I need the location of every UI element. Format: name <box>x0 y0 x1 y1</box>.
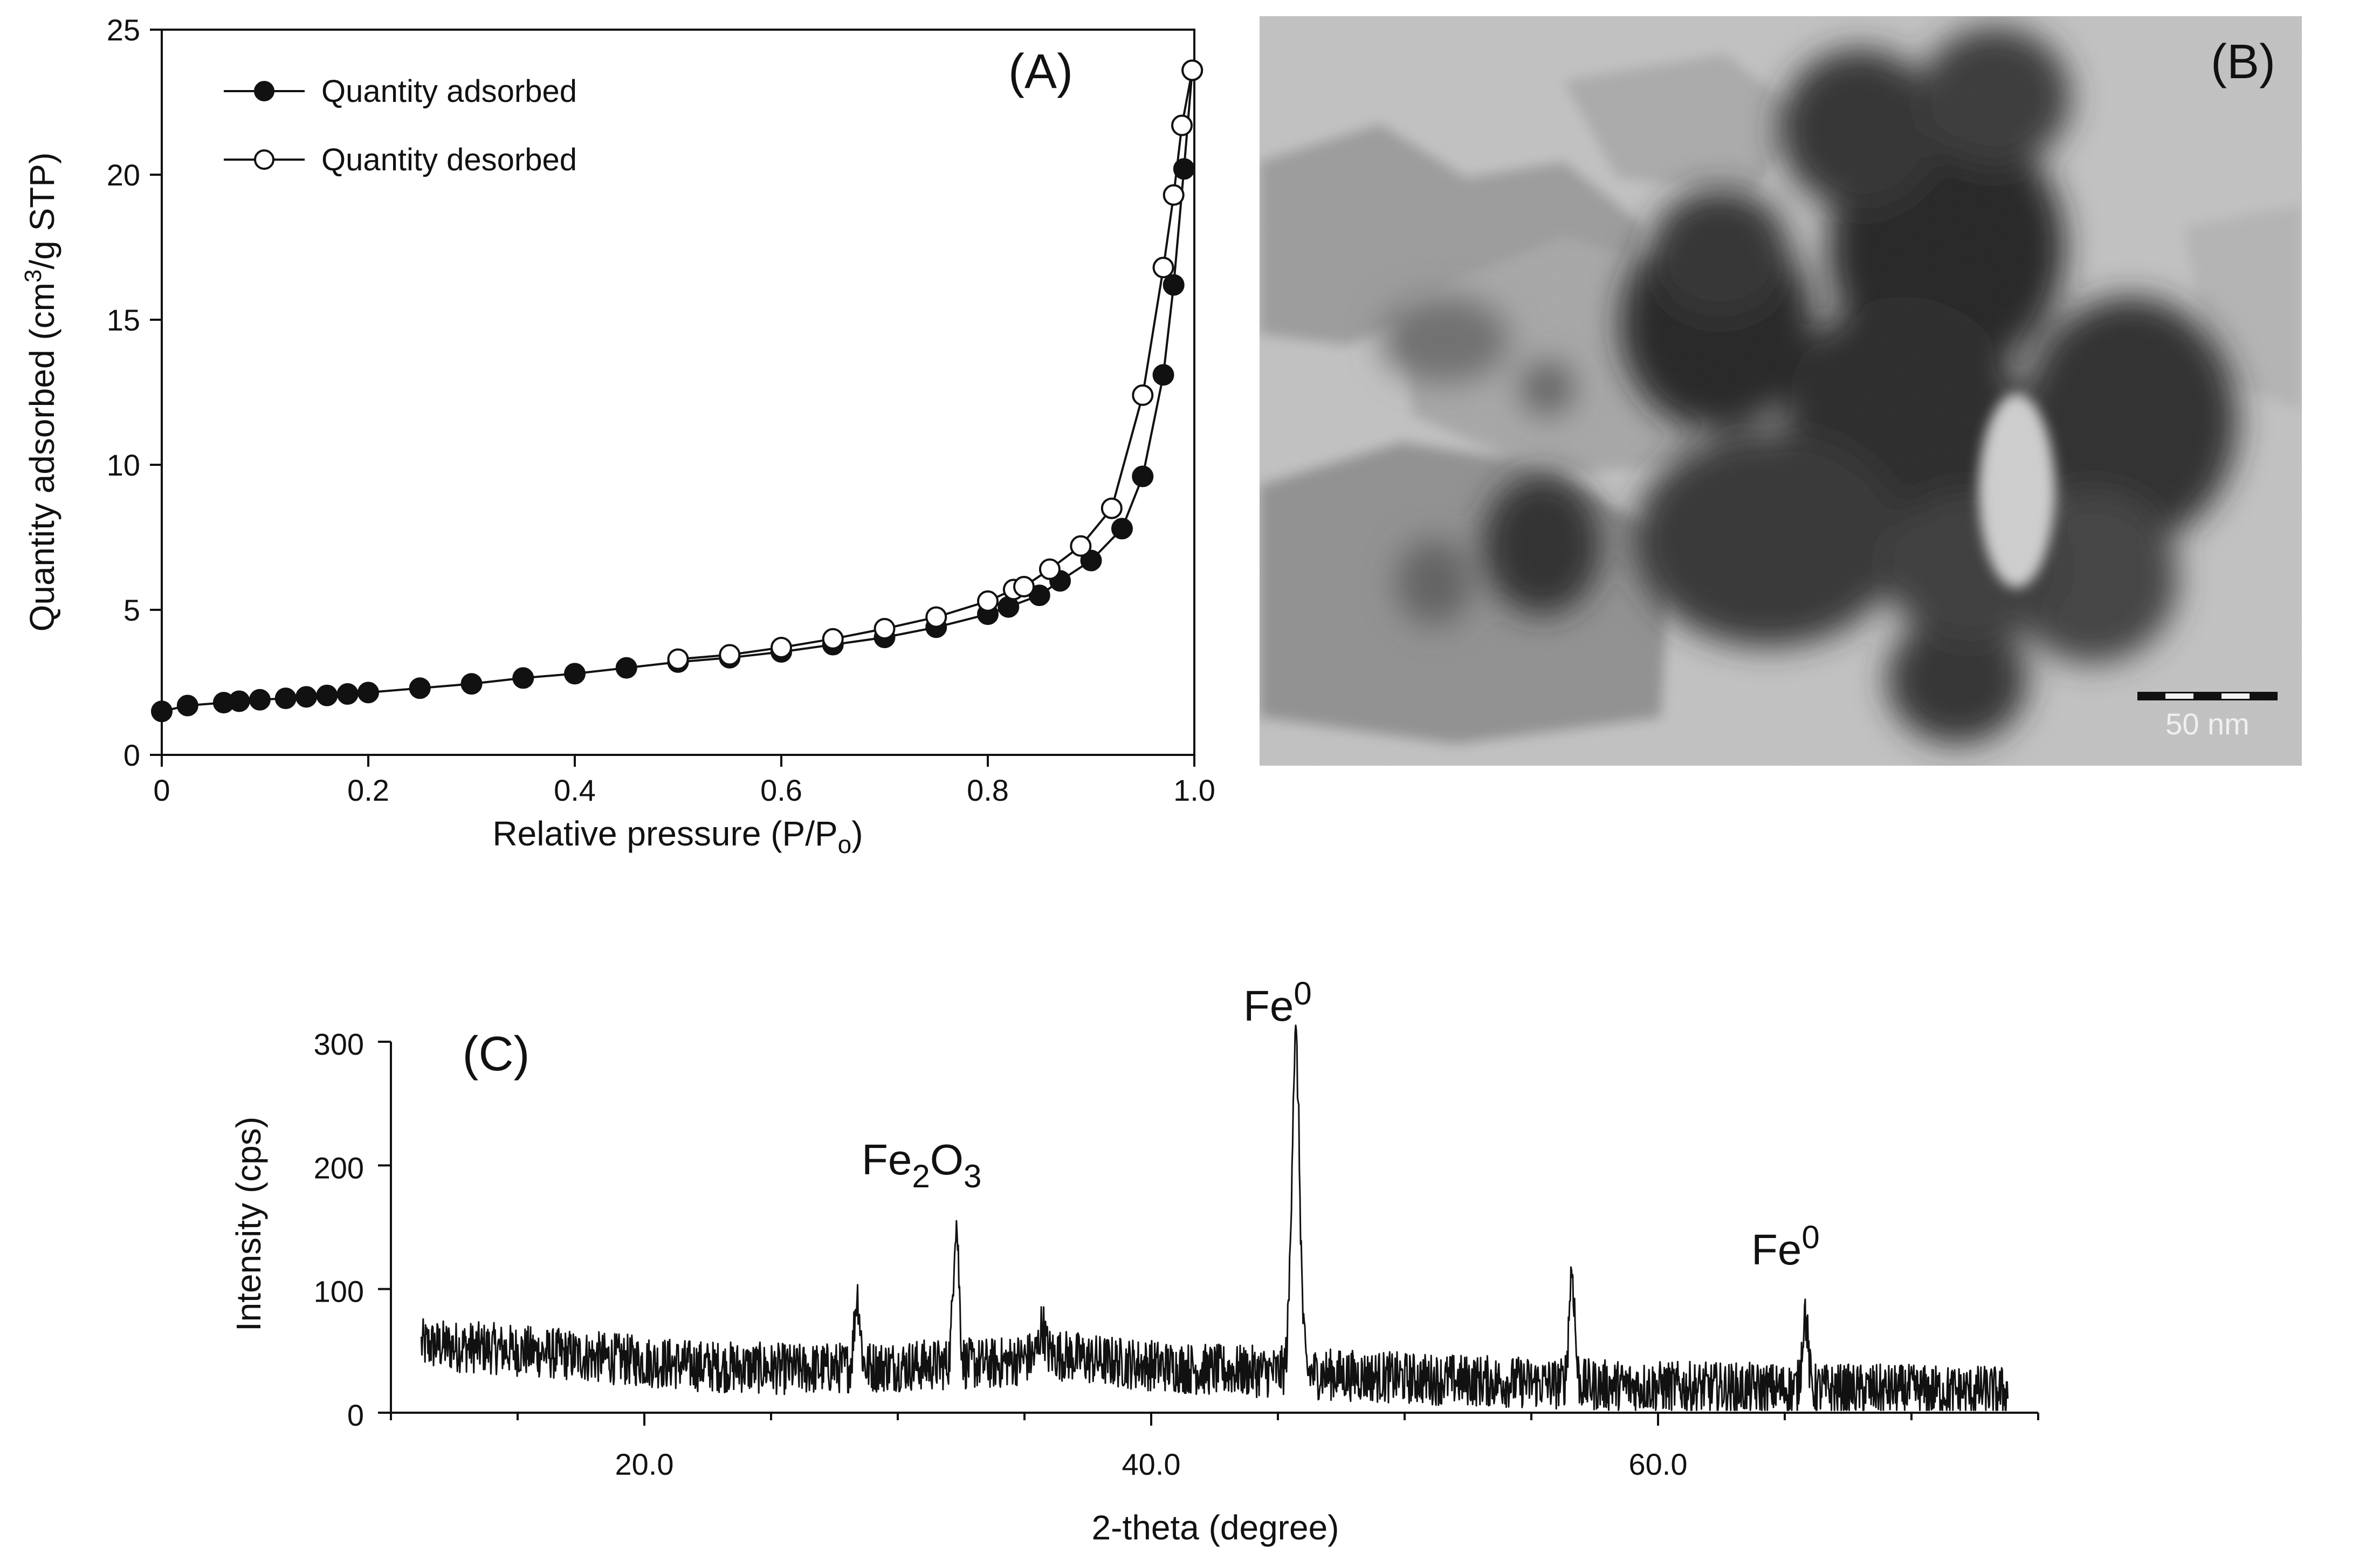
series-line-desorbed <box>678 70 1194 661</box>
xrd-pattern-line <box>420 1024 2009 1411</box>
panel-b-tem-image: 50 nm (B) <box>1260 16 2302 766</box>
panel-a-plot-frame <box>161 29 1195 756</box>
data-point-desorbed <box>1152 257 1174 279</box>
panel-a-label: (A) <box>1008 45 1073 99</box>
peak-label-fe0-minor: Fe0 <box>1751 1219 1820 1274</box>
y-tick-label: 10 <box>107 448 140 482</box>
data-point-desorbed <box>874 617 896 639</box>
data-point-adsorbed <box>615 657 637 679</box>
data-point-adsorbed <box>151 700 173 723</box>
data-point-desorbed <box>822 628 844 650</box>
panel-c-x-ticks: 20.0 40.0 60.0 <box>390 1413 2039 1481</box>
data-point-desorbed <box>1013 575 1035 597</box>
scale-bar-label: 50 nm <box>2165 707 2250 741</box>
data-point-adsorbed <box>409 677 431 699</box>
y-tick-label: 0 <box>347 1398 364 1432</box>
panel-c-y-axis-title: Intensity (cps) <box>229 1117 268 1331</box>
data-point-adsorbed <box>1173 158 1195 180</box>
data-point-adsorbed <box>295 686 318 708</box>
scale-bar-segment <box>2165 693 2193 699</box>
panel-c-y-ticks: 0 100 200 300 <box>314 1027 391 1432</box>
data-point-desorbed <box>771 636 792 658</box>
legend-marker-desorbed <box>254 149 274 170</box>
data-point-desorbed <box>667 648 689 670</box>
x-tick-label: 60.0 <box>1629 1447 1688 1481</box>
data-point-adsorbed <box>357 682 379 704</box>
data-point-adsorbed <box>1111 518 1133 540</box>
panel-b-label: (B) <box>2211 35 2275 89</box>
tem-noise-texture <box>1260 16 2302 766</box>
panel-c-label: (C) <box>463 1027 530 1081</box>
data-point-desorbed <box>1171 114 1193 136</box>
series-line-adsorbed <box>161 70 1194 713</box>
data-point-adsorbed <box>1163 274 1185 296</box>
panel-a-y-ticks: 0 5 10 15 20 25 <box>107 13 162 772</box>
y-tick-label: 15 <box>107 303 140 337</box>
y-tick-label: 20 <box>107 158 140 192</box>
data-point-adsorbed <box>274 687 297 710</box>
data-point-desorbed <box>1132 384 1154 406</box>
data-point-adsorbed <box>1152 364 1174 386</box>
panel-c-xrd-chart: 20.0 40.0 60.0 0 100 200 300 2-theta (degree)… <box>229 975 2039 1547</box>
x-tick-label: 0.2 <box>347 773 389 807</box>
data-point-adsorbed <box>249 689 271 711</box>
panel-a-y-axis-title: Quantity adsorbed (cm3/g STP) <box>20 153 61 632</box>
data-point-desorbed <box>1070 535 1092 557</box>
data-point-desorbed <box>1181 59 1203 81</box>
scale-bar-segment <box>2222 693 2250 699</box>
data-point-adsorbed <box>228 690 250 712</box>
y-tick-label: 300 <box>314 1027 364 1061</box>
legend-label-adsorbed: Quantity adsorbed <box>321 74 577 109</box>
peak-label-fe2o3: Fe2O3 <box>862 1136 981 1194</box>
y-tick-label: 100 <box>314 1275 364 1309</box>
x-tick-label: 20.0 <box>615 1447 674 1481</box>
x-tick-label: 0.4 <box>554 773 596 807</box>
data-point-adsorbed <box>512 667 534 689</box>
data-point-desorbed <box>1101 497 1123 519</box>
y-tick-label: 25 <box>107 13 140 47</box>
panel-a-x-ticks: 0 0.2 0.4 0.6 0.8 1.0 <box>153 755 1215 807</box>
scale-bar-line <box>2137 692 2278 700</box>
panel-a-legend: Quantity adsorbed Quantity desorbed <box>224 74 577 177</box>
x-tick-label: 0.8 <box>967 773 1009 807</box>
data-point-adsorbed <box>1080 549 1102 572</box>
y-tick-label: 0 <box>123 738 140 772</box>
data-point-adsorbed <box>336 683 359 705</box>
data-point-adsorbed <box>460 673 483 695</box>
peak-label-fe0-main: Fe0 <box>1243 975 1312 1030</box>
data-point-desorbed <box>977 590 999 612</box>
legend-label-desorbed: Quantity desorbed <box>321 142 577 177</box>
panel-a-x-axis-title: Relative pressure (P/Po) <box>492 814 863 858</box>
x-tick-label: 0 <box>153 773 170 807</box>
x-tick-label: 0.6 <box>760 773 802 807</box>
data-point-adsorbed <box>176 694 198 717</box>
panel-a-isotherm-chart: 0 0.2 0.4 0.6 0.8 1.0 0 5 10 15 20 25 Relative pre… <box>20 13 1215 858</box>
data-point-adsorbed <box>316 684 338 706</box>
panel-a-series <box>151 59 1203 723</box>
scale-bar: 50 nm <box>2137 692 2278 741</box>
x-tick-label: 1.0 <box>1173 773 1215 807</box>
data-point-desorbed <box>925 606 947 628</box>
data-point-adsorbed <box>564 663 586 685</box>
data-point-desorbed <box>1163 184 1185 206</box>
y-tick-label: 5 <box>123 593 140 627</box>
legend-marker-adsorbed <box>254 81 274 101</box>
y-tick-label: 200 <box>314 1151 364 1185</box>
data-point-adsorbed <box>1132 465 1154 487</box>
data-point-desorbed <box>1038 558 1061 580</box>
data-point-desorbed <box>719 644 741 666</box>
panel-c-x-axis-title: 2-theta (degree) <box>1092 1508 1339 1547</box>
x-tick-label: 40.0 <box>1122 1447 1181 1481</box>
